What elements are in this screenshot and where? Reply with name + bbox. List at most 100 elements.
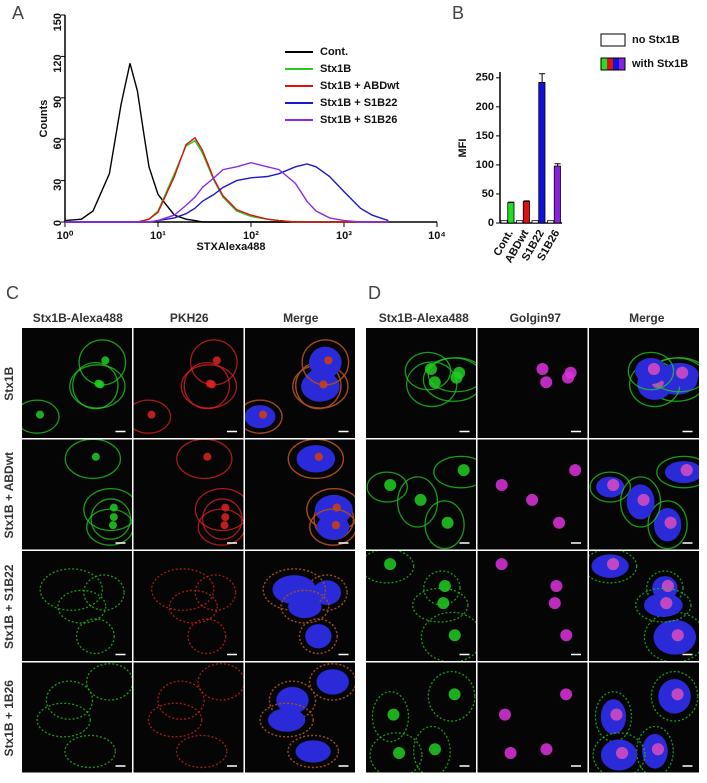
x-axis-title: STXAlexa488 — [196, 241, 265, 253]
bar — [522, 201, 530, 224]
x-tick-label: 10⁴ — [428, 230, 446, 242]
spot — [553, 516, 566, 529]
micrograph — [133, 328, 244, 438]
spot — [203, 452, 212, 461]
spot — [569, 464, 582, 477]
membrane — [189, 339, 238, 386]
micrograph — [245, 551, 355, 661]
image-background — [366, 662, 476, 773]
micrograph — [589, 662, 699, 773]
membrane — [287, 439, 345, 480]
membrane — [301, 339, 350, 386]
panel-label: C — [6, 283, 19, 303]
image-content — [22, 339, 127, 434]
image-background — [22, 662, 132, 773]
membrane — [412, 587, 469, 623]
legend-label: Cont. — [320, 46, 348, 58]
spot — [428, 743, 441, 756]
membrane — [636, 725, 674, 773]
y-axis-title: Counts — [38, 100, 50, 138]
y-tick-label: 30 — [52, 179, 64, 191]
membrane — [22, 399, 60, 434]
spot — [647, 363, 660, 376]
image-background — [133, 662, 244, 773]
membrane — [406, 361, 458, 408]
spot — [393, 746, 406, 759]
micrograph — [477, 551, 588, 661]
row-label: Stx1B + 1B26 — [2, 680, 16, 757]
membrane — [423, 570, 461, 606]
error-bar — [508, 201, 515, 203]
spot — [109, 513, 118, 522]
error-bar — [523, 200, 530, 202]
membrane — [194, 488, 244, 532]
image-background — [133, 551, 244, 661]
column-header: Stx1B-Alexa488 — [379, 311, 469, 325]
image-content — [176, 439, 244, 546]
y-axis-title: MFI — [457, 139, 469, 158]
error-bar — [554, 163, 561, 167]
x-tick-label: 10⁰ — [57, 230, 74, 242]
nucleus — [316, 669, 349, 695]
image-background — [366, 328, 476, 438]
spot — [147, 410, 156, 419]
spot — [384, 558, 397, 571]
image-content — [369, 670, 476, 773]
spot — [676, 366, 689, 379]
y-tick-label: 0 — [488, 217, 494, 229]
micrograph — [22, 551, 132, 661]
histogram-line — [65, 163, 389, 223]
y-tick-label: 250 — [476, 72, 494, 84]
spot — [607, 479, 620, 492]
legend-label: Stx1B + S1B26 — [320, 114, 397, 126]
spot — [437, 597, 450, 610]
image-background — [133, 328, 244, 438]
image-content — [495, 558, 573, 642]
y-tick-label: 50 — [482, 188, 494, 200]
membrane — [589, 471, 632, 503]
membrane — [592, 732, 646, 773]
membrane — [197, 663, 244, 701]
membrane — [194, 574, 237, 611]
image-content — [151, 568, 237, 655]
spot — [607, 558, 620, 571]
y-tick-label: 90 — [52, 96, 64, 108]
image-background — [477, 328, 588, 438]
membrane — [366, 551, 415, 584]
image-content — [366, 551, 476, 661]
image-content — [262, 568, 348, 655]
membrane — [635, 587, 692, 623]
spot — [671, 629, 684, 642]
legend-swatch — [613, 58, 619, 70]
spot — [560, 688, 573, 701]
image-content — [589, 455, 699, 550]
image-content — [498, 688, 573, 759]
membrane — [619, 476, 662, 528]
image-content — [64, 439, 132, 546]
spot — [664, 516, 677, 529]
image-content — [39, 568, 125, 655]
spot — [564, 366, 577, 379]
nucleus — [305, 624, 332, 649]
legend-label: no Stx1B — [632, 34, 680, 46]
image-content — [592, 670, 699, 773]
spot — [414, 493, 427, 506]
membrane — [157, 680, 205, 720]
spot — [36, 410, 45, 419]
panel-label: B — [452, 3, 464, 23]
spot — [660, 597, 673, 610]
membrane — [175, 734, 228, 769]
spot — [651, 743, 664, 756]
image-content — [536, 363, 577, 389]
spot — [495, 479, 508, 492]
membrane — [133, 399, 172, 434]
bar — [531, 220, 539, 224]
spot — [536, 363, 549, 376]
spot — [560, 629, 573, 642]
spot — [504, 746, 517, 759]
spot — [548, 597, 561, 610]
micrograph — [477, 439, 588, 550]
membrane — [404, 351, 452, 391]
membrane — [69, 364, 126, 409]
y-tick-label: 120 — [52, 54, 64, 72]
